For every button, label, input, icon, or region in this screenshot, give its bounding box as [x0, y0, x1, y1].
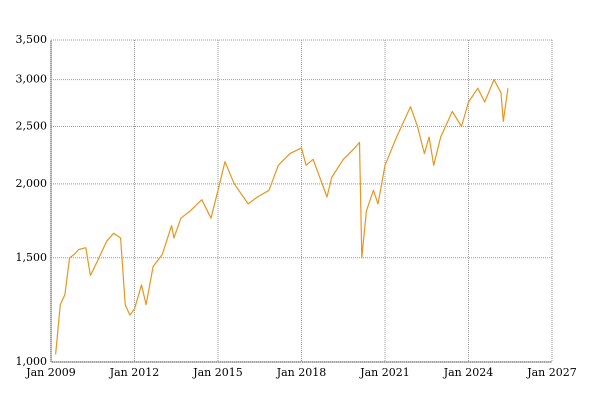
x-tick-label: Jan 2015: [192, 366, 243, 379]
x-tick-label: Jan 2018: [276, 366, 327, 379]
y-tick-label: 3,000: [16, 73, 48, 86]
y-tick-label: 2,000: [16, 177, 48, 190]
y-tick-label: 1,500: [16, 251, 48, 264]
y-tick-label: 1,000: [16, 355, 48, 368]
line-series: [55, 79, 509, 355]
x-tick-label: Jan 2009: [25, 366, 76, 379]
y-tick-label: 2,500: [16, 119, 48, 132]
y-tick-label: 3,500: [16, 33, 48, 46]
x-tick-label: Jan 2012: [109, 366, 160, 379]
x-tick-label: Jan 2024: [443, 366, 494, 379]
x-tick-label: Jan 2021: [359, 366, 410, 379]
x-tick-label: Jan 2027: [526, 366, 577, 379]
